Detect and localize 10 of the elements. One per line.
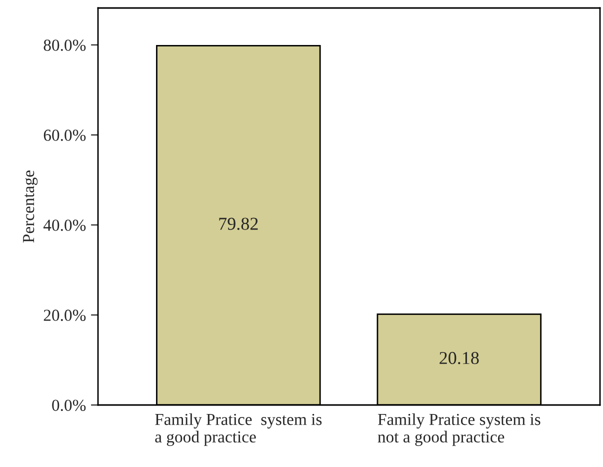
y-tick-label: 60.0% xyxy=(44,130,86,141)
x-tick-label: Family Pratice system is not a good practice xyxy=(378,413,540,446)
data-label: 79.82 xyxy=(219,218,258,230)
data-label: 20.18 xyxy=(440,352,479,364)
y-tick-label: 80.0% xyxy=(44,40,86,51)
y-tick-label: 40.0% xyxy=(43,220,86,231)
y-tick-label: 0.0% xyxy=(52,400,86,412)
y-tick-label: 20.0% xyxy=(44,310,86,321)
y-axis-title: Percentage xyxy=(23,170,38,243)
x-tick-label: Family Pratice system is a good practice xyxy=(155,413,322,446)
